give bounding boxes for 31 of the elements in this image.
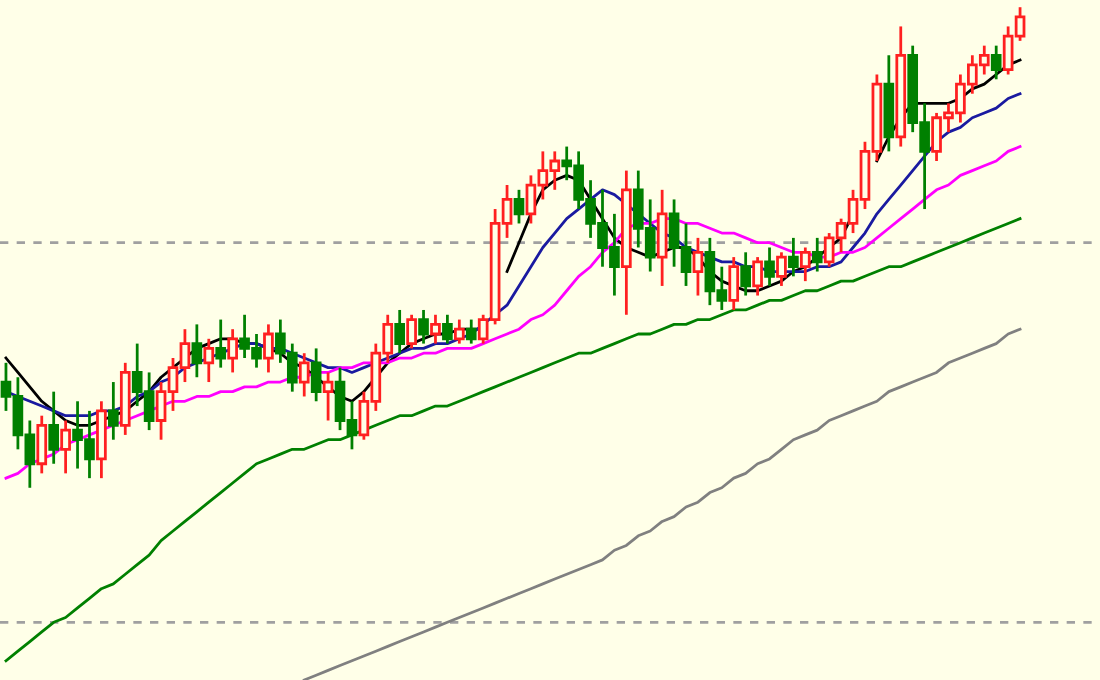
candlestick bbox=[215, 318, 227, 370]
candlestick bbox=[191, 322, 203, 379]
candlestick bbox=[454, 318, 465, 345]
candlestick bbox=[48, 390, 60, 466]
candlestick bbox=[442, 313, 453, 345]
candlestick bbox=[430, 313, 441, 345]
candlestick bbox=[811, 236, 823, 273]
candlestick bbox=[513, 188, 525, 225]
candlestick bbox=[108, 380, 119, 442]
candlestick bbox=[990, 44, 1002, 81]
candlestick bbox=[310, 347, 322, 403]
candlestick bbox=[656, 188, 668, 288]
candlestick bbox=[788, 236, 799, 278]
candlestick bbox=[406, 313, 417, 350]
candlestick bbox=[692, 236, 704, 297]
candlestick bbox=[764, 246, 775, 288]
candlestick bbox=[418, 308, 429, 345]
candlestick bbox=[799, 246, 811, 283]
candlestick bbox=[203, 337, 215, 384]
candlestick bbox=[465, 318, 477, 345]
candlestick bbox=[776, 250, 787, 288]
candlestick bbox=[298, 351, 310, 398]
candlestick bbox=[752, 255, 763, 297]
candlestick bbox=[263, 322, 274, 374]
candlestick bbox=[322, 371, 334, 422]
candlestick bbox=[728, 255, 740, 312]
candlestick bbox=[740, 250, 751, 297]
candlestick bbox=[394, 308, 405, 355]
candlestick bbox=[60, 419, 71, 475]
candlestick bbox=[227, 327, 238, 374]
candlestick bbox=[36, 414, 48, 475]
